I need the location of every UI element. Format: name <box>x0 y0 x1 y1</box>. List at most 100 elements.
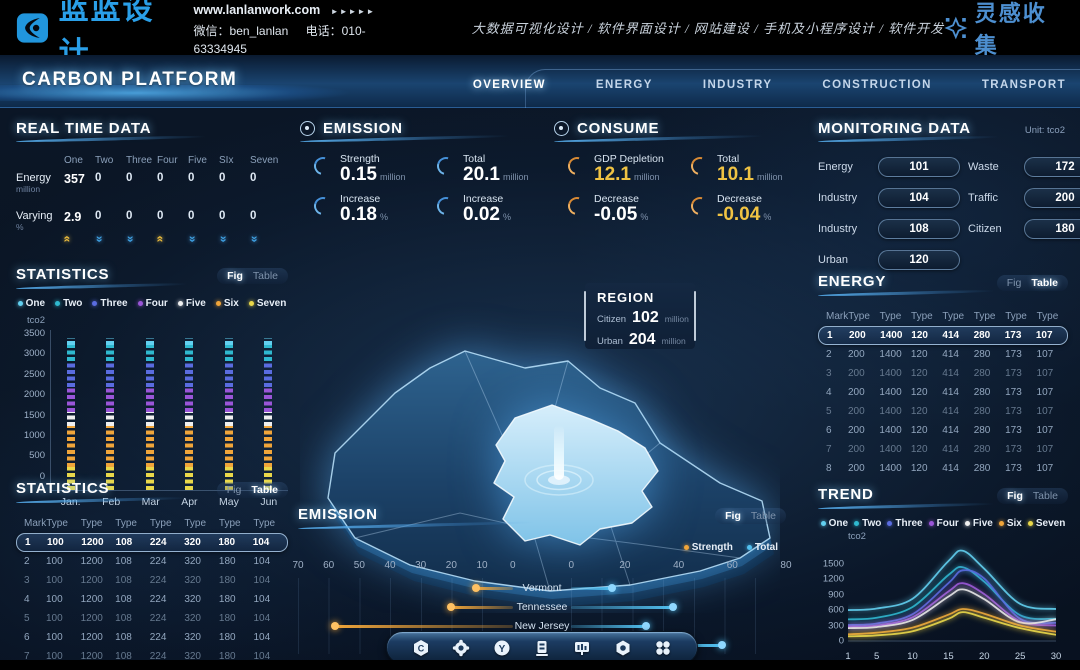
table-row[interactable]: 1 100 1200 108 224 320 180 104 <box>16 533 288 552</box>
cell-value: 200 <box>848 368 865 379</box>
chart-window-icon[interactable] <box>571 636 593 660</box>
tab-energy[interactable]: ENERGY <box>595 78 653 91</box>
total-stick[interactable] <box>571 622 651 630</box>
stacked-bar[interactable] <box>224 338 233 490</box>
table-row[interactable]: 5 200 1400 120 414 280 173 107 <box>818 402 1068 421</box>
cell-value: 2.9 <box>64 210 82 224</box>
tab-industry[interactable]: INDUSTRY <box>702 78 773 91</box>
strength-stick[interactable] <box>447 603 513 611</box>
table-row[interactable]: 3 200 1400 120 414 280 173 107 <box>818 364 1068 383</box>
column-header: Two <box>95 155 114 166</box>
legend-item-seven[interactable]: Seven <box>248 298 286 309</box>
stacked-bar[interactable] <box>185 338 194 490</box>
cell-value: 200 <box>848 463 865 474</box>
stacked-bar[interactable] <box>145 338 154 490</box>
panel-title: MONITORING DATA <box>818 120 971 137</box>
cell-value: 1 <box>25 537 31 548</box>
toggle-table[interactable]: Table <box>750 510 776 522</box>
home-c-icon[interactable]: C <box>410 636 432 660</box>
y-badge-icon[interactable]: Y <box>491 636 513 660</box>
bar-segment-five <box>145 411 154 426</box>
toggle-table[interactable]: Table <box>251 484 278 496</box>
legend-item-seven[interactable]: Seven <box>1027 518 1065 529</box>
value-pill: 108 <box>878 219 960 239</box>
table-row[interactable]: 81001200108224320180104 <box>16 666 288 670</box>
legend-item-two[interactable]: Two <box>854 518 881 529</box>
legend-item-three[interactable]: Three <box>92 298 128 309</box>
series-legend: Strength Total <box>683 542 778 553</box>
x-tick: Jun <box>260 496 278 508</box>
legend-item-six[interactable]: Six <box>998 518 1022 529</box>
table-header: One Two Three Four Five SIx Seven <box>16 155 288 166</box>
column-header: Five <box>188 155 207 166</box>
table-row[interactable]: 3 100 1200 108 224 320 180 104 <box>16 571 288 590</box>
table-row[interactable]: 7 200 1400 120 414 280 173 107 <box>818 440 1068 459</box>
toggle-fig[interactable]: Fig <box>1007 490 1023 502</box>
series-legend: One Two Three Four Five Six Seven <box>818 518 1068 529</box>
legend-item-strength[interactable]: Strength <box>683 542 733 553</box>
nav-tabs: OVERVIEW ENERGY INDUSTRY CONSTRUCTION TRANSP… <box>473 55 1066 108</box>
cell-value: 1400 <box>880 330 903 341</box>
total-stick[interactable] <box>571 584 616 592</box>
brand-website-link[interactable]: www.lanlanwork.com <box>193 2 321 17</box>
stacked-bar[interactable] <box>106 338 115 490</box>
table-row[interactable]: 4 100 1200 108 224 320 180 104 <box>16 590 288 609</box>
strength-bar-zone <box>298 578 513 597</box>
tab-overview[interactable]: OVERVIEW <box>472 78 546 91</box>
cell-value: 108 <box>115 613 132 624</box>
legend-item-three[interactable]: Three <box>887 518 923 529</box>
legend-item-one[interactable]: One <box>820 518 848 529</box>
legend-item-five[interactable]: Five <box>177 298 206 309</box>
x-tick: 10 <box>907 651 918 662</box>
toggle-fig[interactable]: Fig <box>227 270 243 282</box>
legend-item-six[interactable]: Six <box>215 298 239 309</box>
toggle-table[interactable]: Table <box>252 270 278 282</box>
strength-stick[interactable] <box>330 622 513 630</box>
toggle-fig[interactable]: Fig <box>1006 277 1022 289</box>
legend-item-two[interactable]: Two <box>55 298 82 309</box>
table-row[interactable]: 1 200 1400 120 414 280 173 107 <box>818 326 1068 345</box>
tab-construction[interactable]: CONSTRUCTION <box>822 78 932 91</box>
legend-item-five[interactable]: Five <box>964 518 993 529</box>
legend-item-one[interactable]: One <box>17 298 45 309</box>
nut-icon[interactable] <box>612 636 634 660</box>
app-grid-icon[interactable] <box>652 636 674 660</box>
toggle-table[interactable]: Table <box>1032 490 1058 502</box>
table-row[interactable]: 2 100 1200 108 224 320 180 104 <box>16 552 288 571</box>
stat-value: -0.05% <box>594 203 649 225</box>
monitor-label: Waste <box>968 161 999 173</box>
cell-value: 0 <box>95 172 102 184</box>
x-tick: May <box>219 496 239 508</box>
legend-item-four[interactable]: Four <box>137 298 168 309</box>
cell-value: 1400 <box>879 463 902 474</box>
tab-transport[interactable]: TRANSPORT <box>981 78 1066 91</box>
toggle-fig[interactable]: Fig <box>226 484 242 496</box>
table-row[interactable]: 8 200 1400 120 414 280 173 107 <box>818 459 1068 478</box>
stacked-bar[interactable] <box>264 338 273 490</box>
cell-value: 414 <box>942 406 959 417</box>
table-row[interactable]: 7 100 1200 108 224 320 180 104 <box>16 647 288 666</box>
table-row[interactable]: 6 200 1400 120 414 280 173 107 <box>818 421 1068 440</box>
toggle-table[interactable]: Table <box>1031 277 1058 289</box>
legend-dot-icon <box>683 545 689 550</box>
stat-label: Decrease <box>717 192 762 205</box>
legend-item-four[interactable]: Four <box>928 518 959 529</box>
bar-segment-one <box>264 338 273 346</box>
cell-value: 120 <box>910 444 928 455</box>
stacked-bar[interactable] <box>66 338 75 490</box>
table-row[interactable]: 4 200 1400 120 414 280 173 107 <box>818 383 1068 402</box>
strength-stick[interactable] <box>471 584 513 592</box>
gear-icon[interactable] <box>450 636 472 660</box>
table-row[interactable]: 5 100 1200 108 224 320 180 104 <box>16 609 288 628</box>
legend-item-total[interactable]: Total <box>746 542 778 553</box>
toggle-fig[interactable]: Fig <box>725 510 741 522</box>
cell-value: 0 <box>95 210 102 222</box>
charging-station-icon[interactable] <box>531 636 553 660</box>
strength-dot-icon <box>471 584 480 592</box>
table-row[interactable]: 6 100 1200 108 224 320 180 104 <box>16 628 288 647</box>
cell-value: 107 <box>1035 330 1053 341</box>
cell-value: 100 <box>46 594 63 605</box>
total-stick[interactable] <box>571 603 678 611</box>
table-row[interactable]: 2 200 1400 120 414 280 173 107 <box>818 345 1068 364</box>
bar-segment-five <box>264 411 273 426</box>
